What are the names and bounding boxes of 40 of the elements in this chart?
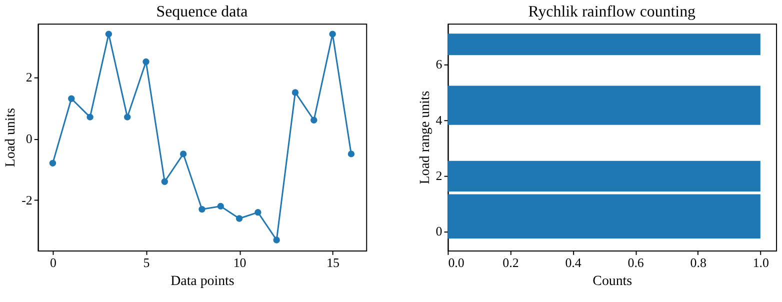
x-tick-label: 0 — [50, 254, 56, 270]
y-tick-label: 2 — [436, 168, 442, 184]
x-axis-title: Data points — [170, 274, 234, 289]
y-axis-title: Load range units — [418, 90, 433, 184]
point — [142, 58, 150, 66]
y-tick-label: 6 — [436, 56, 443, 72]
x-tick-label: 0.2 — [502, 254, 519, 270]
point — [329, 30, 336, 38]
chart-title: Sequence data — [156, 4, 248, 21]
point — [124, 114, 131, 120]
y-tick-label: 4 — [436, 112, 443, 128]
x-tick-label: 15 — [326, 254, 340, 270]
x-tick-label: 0.6 — [628, 254, 644, 270]
point — [68, 95, 75, 102]
point — [254, 209, 262, 216]
point — [310, 116, 318, 124]
point — [161, 178, 168, 185]
point — [86, 114, 94, 120]
y-tick-label: 0 — [26, 131, 32, 146]
x-tick-label: 10 — [233, 254, 246, 270]
point — [198, 206, 206, 213]
point — [236, 215, 243, 222]
x-tick-label: 0.4 — [565, 254, 582, 270]
x-tick-label: 0.0 — [448, 254, 464, 270]
point — [180, 150, 187, 158]
point — [217, 202, 224, 210]
point — [273, 236, 280, 244]
chart-title: Rychlik rainflow counting — [528, 4, 696, 21]
point — [105, 30, 112, 38]
x-tick-label: 5 — [143, 254, 150, 270]
y-axis-title: Load units — [4, 108, 19, 168]
x-tick-label: 0.8 — [690, 254, 706, 270]
point — [49, 160, 56, 166]
y-tick-label: 2 — [26, 70, 32, 85]
x-axis-title: Counts — [592, 274, 632, 289]
x-tick-label: 1.0 — [752, 254, 769, 270]
point — [292, 89, 299, 96]
point — [348, 150, 355, 158]
y-tick-label: 0 — [436, 224, 442, 239]
y-tick-label: -2 — [22, 192, 32, 208]
